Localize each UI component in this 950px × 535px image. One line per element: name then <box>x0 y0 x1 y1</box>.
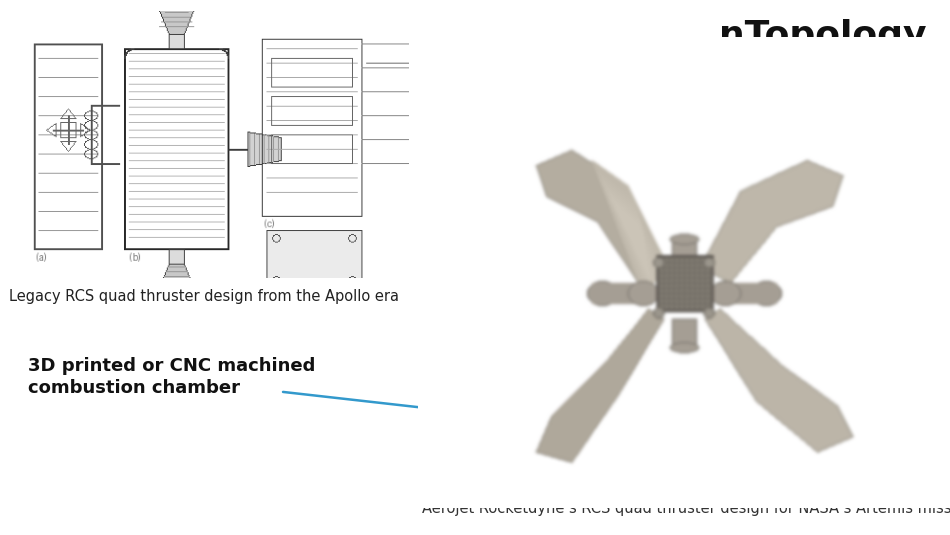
Text: 3D printed injector block: 3D printed injector block <box>613 74 836 92</box>
Text: 3D printed or CNC machined
combustion chamber: 3D printed or CNC machined combustion ch… <box>28 357 315 398</box>
Text: nTopology: nTopology <box>719 19 926 53</box>
Text: Legacy RCS quad thruster design from the Apollo era: Legacy RCS quad thruster design from the… <box>10 289 399 304</box>
Text: Aerojet Rocketdyne’s RCS quad thruster design for NASA’s Artemis mission: Aerojet Rocketdyne’s RCS quad thruster d… <box>423 501 950 516</box>
